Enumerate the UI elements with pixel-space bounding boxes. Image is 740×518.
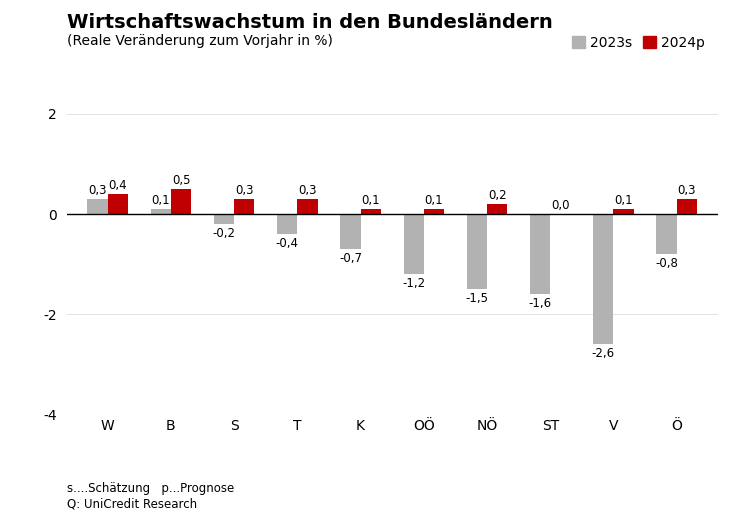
Text: 0,5: 0,5 <box>172 174 190 186</box>
Bar <box>656 214 676 254</box>
Bar <box>214 214 234 224</box>
Text: 0,2: 0,2 <box>488 189 506 202</box>
Bar <box>171 189 191 214</box>
Text: -0,7: -0,7 <box>339 252 362 265</box>
Bar <box>530 214 551 294</box>
Bar <box>403 214 424 274</box>
Bar <box>467 214 487 289</box>
Bar <box>234 199 255 214</box>
Text: 0,3: 0,3 <box>88 183 107 197</box>
Text: 0,1: 0,1 <box>152 194 170 207</box>
Bar <box>593 214 613 344</box>
Text: 0,4: 0,4 <box>109 179 127 192</box>
Bar <box>151 209 171 214</box>
Text: 0,1: 0,1 <box>361 194 380 207</box>
Bar <box>613 209 633 214</box>
Bar <box>424 209 444 214</box>
Bar <box>278 214 297 234</box>
Text: (Reale Veränderung zum Vorjahr in %): (Reale Veränderung zum Vorjahr in %) <box>67 34 332 48</box>
Text: -0,4: -0,4 <box>276 237 299 250</box>
Text: -0,8: -0,8 <box>655 257 678 270</box>
Text: -1,2: -1,2 <box>402 277 426 290</box>
Text: 0,3: 0,3 <box>678 183 696 197</box>
Text: Wirtschaftswachstum in den Bundesländern: Wirtschaftswachstum in den Bundesländern <box>67 13 552 32</box>
Text: s....Schätzung   p...Prognose
Q: UniCredit Research: s....Schätzung p...Prognose Q: UniCredit… <box>67 482 234 510</box>
Text: -2,6: -2,6 <box>592 347 615 360</box>
Text: -1,6: -1,6 <box>528 297 552 310</box>
Bar <box>676 199 697 214</box>
Text: -1,5: -1,5 <box>465 292 488 305</box>
Text: 0,3: 0,3 <box>235 183 254 197</box>
Bar <box>340 214 360 249</box>
Bar <box>297 199 317 214</box>
Bar <box>360 209 381 214</box>
Text: 0,1: 0,1 <box>614 194 633 207</box>
Text: 0,3: 0,3 <box>298 183 317 197</box>
Bar <box>108 194 128 214</box>
Bar <box>487 204 507 214</box>
Bar <box>87 199 108 214</box>
Text: -0,2: -0,2 <box>212 227 235 240</box>
Legend: 2023s, 2024p: 2023s, 2024p <box>567 30 711 55</box>
Text: 0,1: 0,1 <box>425 194 443 207</box>
Text: 0,0: 0,0 <box>551 198 570 211</box>
